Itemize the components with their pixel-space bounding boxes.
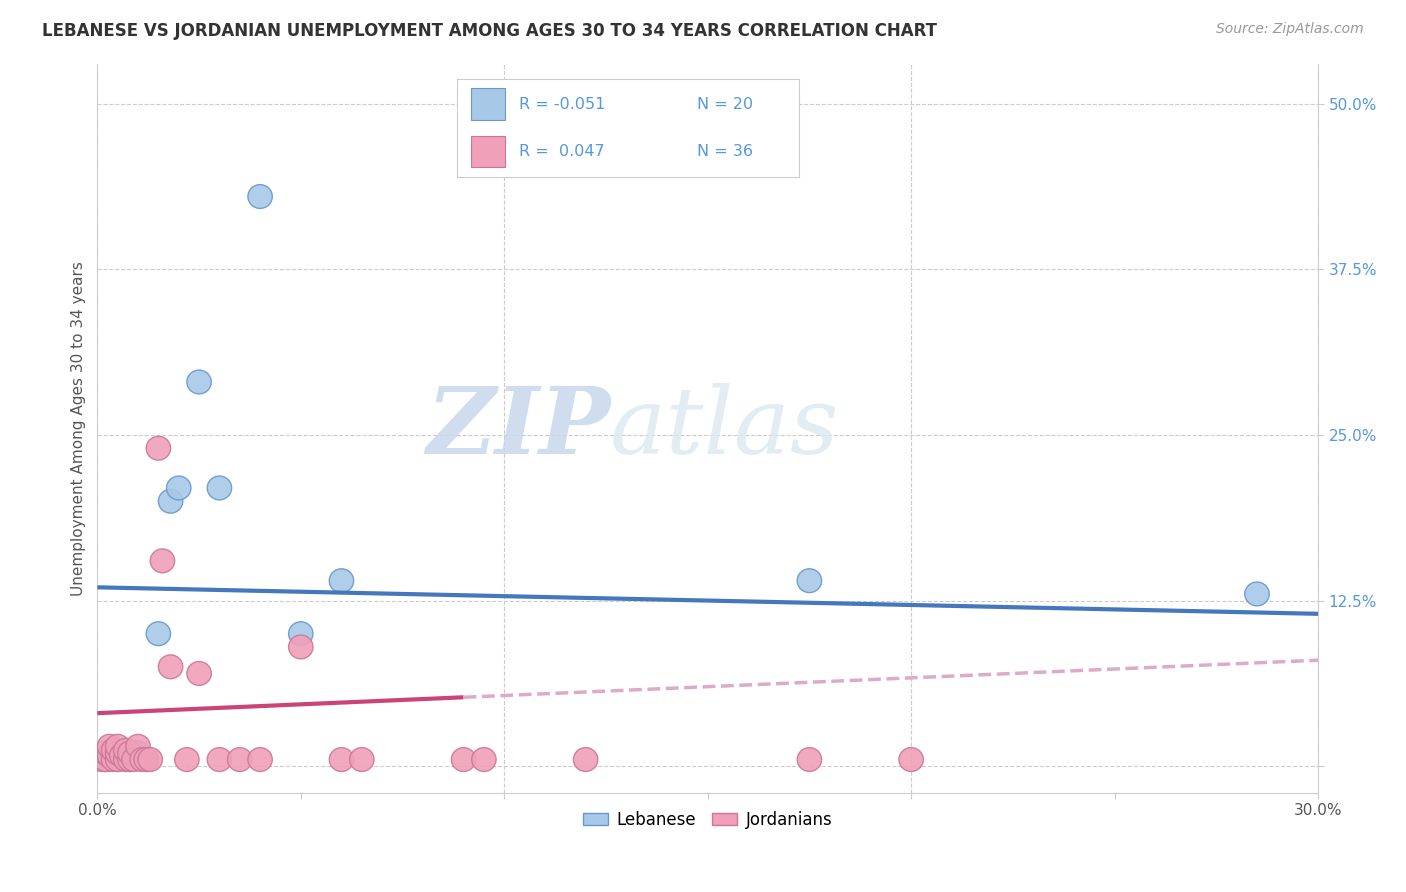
- Ellipse shape: [114, 747, 138, 772]
- Ellipse shape: [159, 655, 183, 679]
- Ellipse shape: [129, 747, 155, 772]
- Ellipse shape: [174, 747, 200, 772]
- Ellipse shape: [105, 741, 129, 764]
- Ellipse shape: [329, 747, 354, 772]
- Text: ZIP: ZIP: [426, 384, 610, 474]
- Ellipse shape: [105, 747, 129, 772]
- Ellipse shape: [114, 739, 138, 762]
- Ellipse shape: [207, 476, 232, 500]
- Text: atlas: atlas: [610, 384, 839, 474]
- Ellipse shape: [134, 747, 159, 772]
- Ellipse shape: [138, 747, 163, 772]
- Ellipse shape: [125, 741, 150, 764]
- Ellipse shape: [150, 549, 174, 573]
- Text: LEBANESE VS JORDANIAN UNEMPLOYMENT AMONG AGES 30 TO 34 YEARS CORRELATION CHART: LEBANESE VS JORDANIAN UNEMPLOYMENT AMONG…: [42, 22, 938, 40]
- Ellipse shape: [228, 747, 252, 772]
- Y-axis label: Unemployment Among Ages 30 to 34 years: Unemployment Among Ages 30 to 34 years: [72, 261, 86, 596]
- Ellipse shape: [288, 635, 314, 659]
- Ellipse shape: [247, 747, 273, 772]
- Ellipse shape: [118, 741, 142, 764]
- Ellipse shape: [114, 744, 138, 767]
- Ellipse shape: [146, 436, 170, 460]
- Legend: Lebanese, Jordanians: Lebanese, Jordanians: [576, 804, 839, 835]
- Ellipse shape: [93, 747, 118, 772]
- Ellipse shape: [146, 622, 170, 646]
- Text: Source: ZipAtlas.com: Source: ZipAtlas.com: [1216, 22, 1364, 37]
- Ellipse shape: [574, 747, 598, 772]
- Ellipse shape: [97, 744, 122, 767]
- Ellipse shape: [471, 747, 496, 772]
- Ellipse shape: [797, 747, 821, 772]
- Ellipse shape: [93, 747, 118, 772]
- Ellipse shape: [105, 747, 129, 772]
- Ellipse shape: [247, 185, 273, 209]
- Ellipse shape: [159, 490, 183, 513]
- Ellipse shape: [898, 747, 924, 772]
- Ellipse shape: [125, 734, 150, 758]
- Ellipse shape: [207, 747, 232, 772]
- Ellipse shape: [166, 476, 191, 500]
- Ellipse shape: [122, 747, 146, 772]
- Ellipse shape: [110, 744, 134, 767]
- Ellipse shape: [187, 370, 211, 394]
- Ellipse shape: [97, 734, 122, 758]
- Ellipse shape: [101, 739, 125, 762]
- Ellipse shape: [101, 744, 125, 767]
- Ellipse shape: [451, 747, 475, 772]
- Ellipse shape: [101, 747, 125, 772]
- Ellipse shape: [134, 747, 159, 772]
- Ellipse shape: [105, 734, 129, 758]
- Ellipse shape: [187, 662, 211, 685]
- Ellipse shape: [1244, 582, 1270, 606]
- Ellipse shape: [350, 747, 374, 772]
- Ellipse shape: [122, 741, 146, 764]
- Ellipse shape: [110, 741, 134, 764]
- Ellipse shape: [97, 747, 122, 772]
- Ellipse shape: [288, 622, 314, 646]
- Ellipse shape: [118, 747, 142, 772]
- Ellipse shape: [797, 569, 821, 592]
- Ellipse shape: [329, 569, 354, 592]
- Ellipse shape: [118, 747, 142, 772]
- Ellipse shape: [89, 747, 114, 772]
- Ellipse shape: [93, 741, 118, 764]
